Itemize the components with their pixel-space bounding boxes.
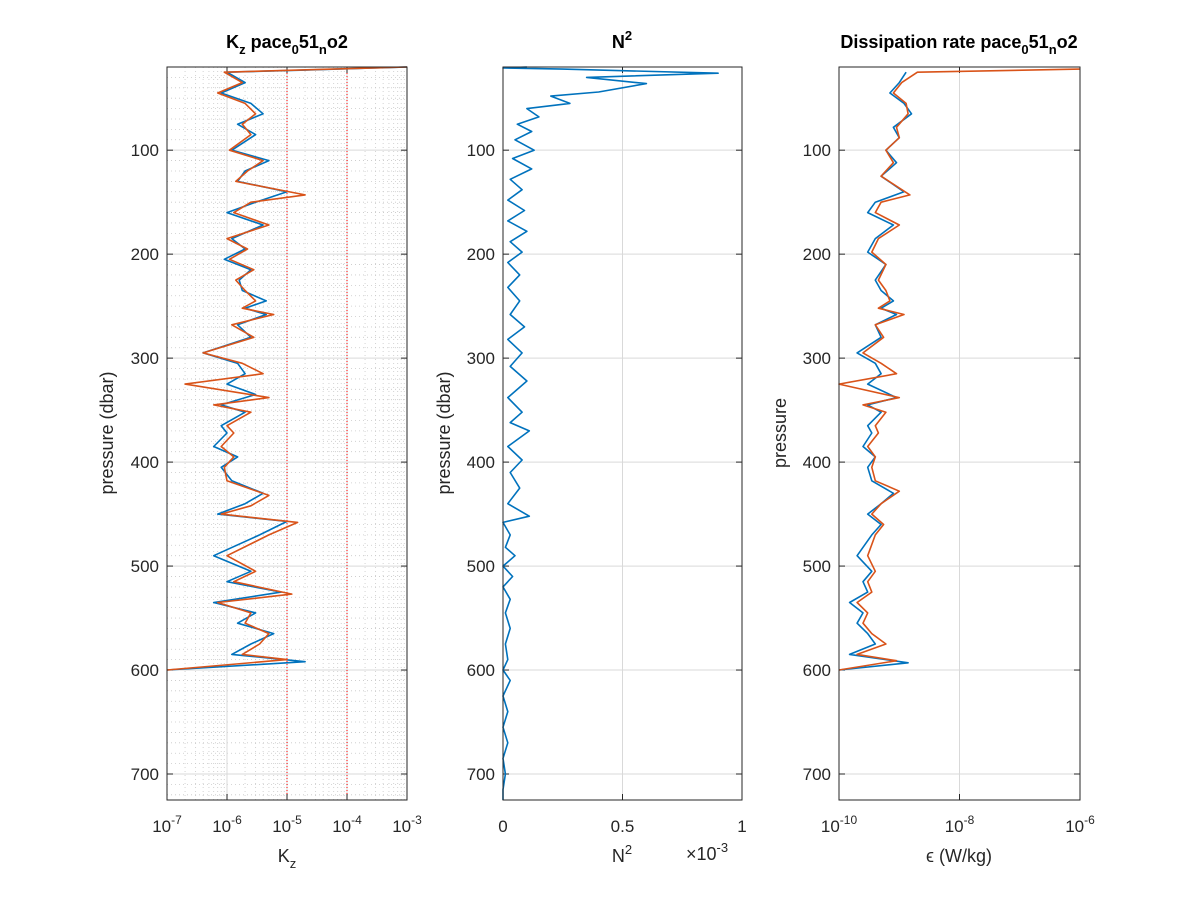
dissipation-ticks: 100 200 300 400 500 600 700 10-10 10-8 10-6: [803, 67, 1095, 836]
dissipation-y-tick-label: 500: [803, 557, 831, 576]
kz-y-tick-label: 300: [131, 349, 159, 368]
n2-x-tick-label: 0.5: [611, 817, 635, 836]
kz-series: [166, 66, 408, 671]
dissipation-y-tick-label: 700: [803, 765, 831, 784]
dissipation-plot-frame: [838, 66, 1081, 801]
n2-panel-title: N2: [612, 28, 632, 52]
kz-plot-frame: [166, 66, 408, 801]
dissipation-y-tick-label: 200: [803, 245, 831, 264]
n2-series: [502, 66, 719, 800]
dissipation-series-2-line: [838, 68, 1081, 671]
n2-plot-frame: [502, 66, 743, 801]
dissipation-y-tick-label: 600: [803, 661, 831, 680]
dissipation-x-tick-label: 10-10: [821, 813, 858, 836]
n2-y-tick-label: 700: [467, 765, 495, 784]
n2-y-tick-label: 200: [467, 245, 495, 264]
dissipation-y-axis-label: pressure: [770, 398, 790, 468]
dissipation-x-axis-label: ϵ (W/kg): [926, 846, 992, 866]
kz-x-tick-label: 10-3: [392, 813, 422, 836]
dissipation-x-tick-label: 10-8: [945, 813, 975, 836]
dissipation-panel: 100 200 300 400 500 600 700 10-10 10-8 10-6 Dissi…: [770, 32, 1095, 866]
kz-x-tick-label: 10-4: [332, 813, 362, 836]
kz-panel: 100 200 300 400 500 600 700 10-7 10-6 10-5 10-4 10-…: [97, 32, 422, 871]
kz-y-tick-label: 200: [131, 245, 159, 264]
dissipation-y-tick-label: 300: [803, 349, 831, 368]
kz-y-tick-label: 600: [131, 661, 159, 680]
n2-y-axis-label: pressure (dbar): [434, 371, 454, 494]
n2-y-tick-label: 400: [467, 453, 495, 472]
dissipation-panel-title: Dissipation rate pace051no2: [840, 32, 1077, 57]
n2-x-axis-label: N2: [612, 842, 632, 866]
n2-panel: 100 200 300 400 500 600 700 0 0.5 1 N2 N2 ×10-3 p…: [434, 28, 747, 866]
kz-y-axis-label: pressure (dbar): [97, 371, 117, 494]
n2-y-tick-label: 300: [467, 349, 495, 368]
n2-x-tick-label: 1: [737, 817, 746, 836]
dissipation-y-tick-label: 400: [803, 453, 831, 472]
kz-panel-title: Kz pace051no2: [226, 32, 348, 57]
dissipation-y-tick-label: 100: [803, 141, 831, 160]
n2-y-tick-label: 100: [467, 141, 495, 160]
n2-x-tick-label: 0: [498, 817, 507, 836]
dissipation-series: [838, 68, 1081, 671]
n2-ticks: 100 200 300 400 500 600 700 0 0.5 1: [467, 67, 747, 836]
kz-y-tick-label: 400: [131, 453, 159, 472]
kz-series-2-line: [166, 66, 408, 671]
n2-y-tick-label: 500: [467, 557, 495, 576]
kz-y-tick-label: 700: [131, 765, 159, 784]
dissipation-x-tick-label: 10-6: [1065, 813, 1095, 836]
kz-x-axis-label: Kz: [278, 846, 297, 871]
n2-y-tick-label: 600: [467, 661, 495, 680]
n2-x-multiplier: ×10-3: [686, 840, 728, 864]
kz-y-tick-label: 100: [131, 141, 159, 160]
n2-series-1-line: [502, 66, 719, 800]
kz-x-tick-label: 10-5: [272, 813, 302, 836]
kz-x-tick-label: 10-6: [212, 813, 242, 836]
kz-y-tick-label: 500: [131, 557, 159, 576]
kz-x-tick-label: 10-7: [152, 813, 182, 836]
